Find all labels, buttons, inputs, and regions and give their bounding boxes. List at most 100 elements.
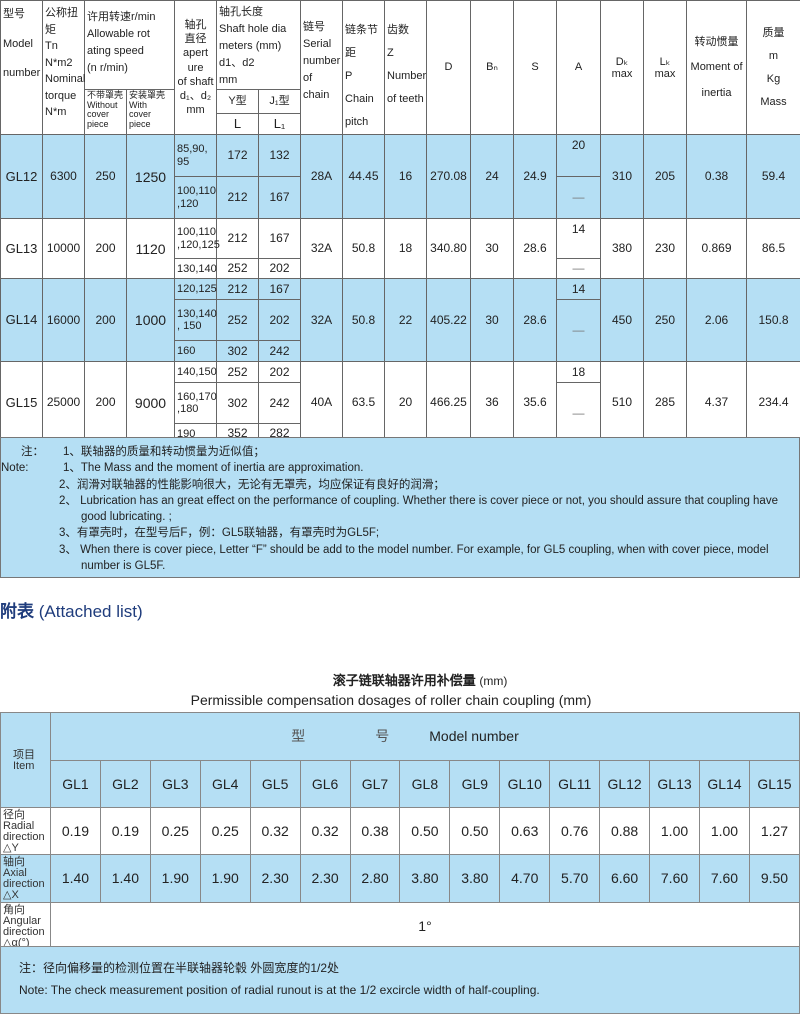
comp-table-title: 滚子链联轴器许用补偿量 (mm) — [0, 670, 800, 689]
table-row: 130,140 252 202 — — [1, 258, 800, 280]
lk-cell: 250 — [643, 278, 688, 363]
chain-cell: 32A — [300, 278, 344, 363]
model-number-header: 型 号 Model number — [50, 712, 800, 761]
value-cell: 0.19 — [99, 807, 151, 855]
value-cell: 0.50 — [449, 807, 501, 855]
pitch-cell: 50.8 — [342, 218, 386, 280]
value-cell: 1.90 — [149, 854, 201, 903]
inertia-cell: 4.37 — [686, 361, 748, 445]
b-cell: 36 — [470, 361, 515, 445]
comp-note-en: Note: The check measurement position of … — [19, 983, 540, 997]
header-y-type: Y型 — [216, 89, 260, 115]
a-cell: 14 — [556, 218, 602, 260]
length-l1-cell: 167 — [258, 176, 302, 220]
model-column-header: GL5 — [249, 760, 301, 808]
aperture-cell: 100,110 ,120,125 — [174, 218, 220, 260]
length-l1-cell: 242 — [258, 382, 302, 425]
inertia-cell: 2.06 — [686, 278, 748, 363]
aperture-cell: 160,170 ,180 — [174, 382, 218, 425]
value-cell: 0.50 — [399, 807, 451, 855]
pitch-cell: 44.45 — [342, 134, 386, 220]
header-teeth: 齿数 Z Number of teeth — [384, 0, 428, 136]
model-column-header: GL11 — [549, 760, 601, 808]
length-l1-cell: 132 — [258, 134, 302, 178]
model-column-header: GL8 — [399, 760, 451, 808]
header-torque: 公称扭矩 Tn N*m2 Nominal torque N*m — [42, 0, 85, 136]
header-aperture: 轴孔 直径 apert ure of shaft d₁、d₂ mm — [174, 0, 218, 136]
note-2-cn: 2、润滑对联轴器的性能影响很大，无论有无罩壳，均应保证有良好的润滑； — [59, 478, 445, 491]
note-3-cn: 3、有罩壳时，在型号后F，例：GL5联轴器，有罩壳时为GL5F; — [59, 527, 380, 540]
model-column-header: GL1 — [50, 760, 101, 808]
header-model: 型号 Model number — [0, 0, 43, 136]
model-header-cn1: 型 — [291, 728, 306, 745]
b-cell: 24 — [470, 134, 515, 220]
b-cell: 30 — [470, 218, 515, 280]
comp-notes-panel: 注：径向偏移量的检测位置在半联轴器轮毂 外圆宽度的1/2处 Note: The … — [0, 946, 800, 1014]
speed-without-cover-cell: 200 — [84, 278, 127, 363]
length-l1-cell: 202 — [258, 299, 302, 342]
dk-cell: 450 — [600, 278, 645, 363]
header-d: D — [426, 0, 472, 136]
value-cell: 0.63 — [499, 807, 551, 855]
header-s: S — [513, 0, 558, 136]
a-cell: — — [556, 299, 602, 363]
value-cell: 1.40 — [99, 854, 151, 903]
model-column-header: GL3 — [149, 760, 201, 808]
value-cell: 7.60 — [649, 854, 700, 903]
header-l: L — [216, 113, 260, 136]
value-cell: 1.90 — [199, 854, 251, 903]
model-column-header: GL13 — [649, 760, 700, 808]
value-cell: 6.60 — [599, 854, 651, 903]
value-cell: 5.70 — [549, 854, 601, 903]
value-cell: 0.76 — [549, 807, 601, 855]
note-1-en: Note: 1、The Mass and the moment of inerti… — [1, 460, 799, 476]
model-header-cn2: 号 — [375, 728, 390, 745]
model-column-header: GL15 — [748, 760, 800, 808]
value-cell: 1.40 — [50, 854, 101, 903]
aperture-cell: 120,125 — [174, 278, 218, 301]
table-row: GL13 10000 200 1120 100,110 ,120,125 212 167 32… — [0, 218, 800, 280]
note-text: 1、联轴器的质量和转动惯量为近似值； — [63, 446, 265, 458]
d-cell: 340.80 — [426, 218, 472, 280]
mass-cell: 59.4 — [746, 134, 800, 220]
header-b: Bₙ — [470, 0, 515, 136]
length-l-cell: 252 — [216, 258, 260, 280]
torque-cell: 16000 — [42, 278, 85, 363]
header-mass: 质量 m Kg Mass — [746, 0, 800, 136]
mass-cell: 86.5 — [746, 218, 800, 280]
inertia-cell: 0.869 — [686, 218, 748, 280]
header-speed-without-cover: 不带罩壳 Without cover piece — [84, 89, 127, 136]
length-l-cell: 212 — [216, 176, 260, 220]
model-cell: GL12 — [0, 134, 43, 220]
length-l1-cell: 167 — [258, 218, 302, 260]
value-cell: 0.32 — [249, 807, 301, 855]
value-cell: 2.30 — [299, 854, 351, 903]
comp-title-cn: 滚子链联轴器许用补偿量 — [332, 673, 476, 688]
teeth-cell: 22 — [384, 278, 428, 363]
header-speed-with-cover: 安装罩壳 With cover piece — [125, 89, 176, 136]
teeth-cell: 18 — [384, 218, 428, 280]
row-label: 径向 Radial direction △Y — [0, 807, 51, 855]
a-cell: 20 — [556, 134, 602, 178]
row-label: 轴向 Axial direction △X — [0, 854, 51, 903]
value-cell: 0.38 — [349, 807, 401, 855]
speed-without-cover-cell: 200 — [84, 218, 127, 280]
comp-table-subtitle: Permissible compensation dosages of roll… — [190, 692, 592, 708]
length-l-cell: 172 — [216, 134, 260, 178]
length-l1-cell: 242 — [258, 340, 302, 363]
value-cell: 0.25 — [149, 807, 201, 855]
chain-cell: 32A — [300, 218, 344, 280]
attached-list-heading: 附表 (Attached list) — [0, 597, 143, 622]
model-header-en: Model number — [429, 728, 519, 745]
note-label-en: Note: — [1, 462, 29, 475]
model-cell: GL13 — [0, 218, 43, 280]
coupling-spec-table: 型号 Model number 公称扭矩 Tn N*m2 Nominal tor… — [0, 0, 800, 445]
dk-cell: 380 — [600, 218, 645, 280]
attached-heading-cn: 附表 — [0, 602, 34, 621]
a-cell: 14 — [556, 278, 602, 301]
a-cell: — — [556, 176, 602, 220]
value-cell: 9.50 — [748, 854, 800, 903]
dk-cell: 510 — [600, 361, 645, 445]
header-speed: 许用转速r/min Allowable rot ating speed (n r… — [83, 0, 176, 91]
aperture-cell: 100,110 ,120 — [174, 176, 218, 220]
